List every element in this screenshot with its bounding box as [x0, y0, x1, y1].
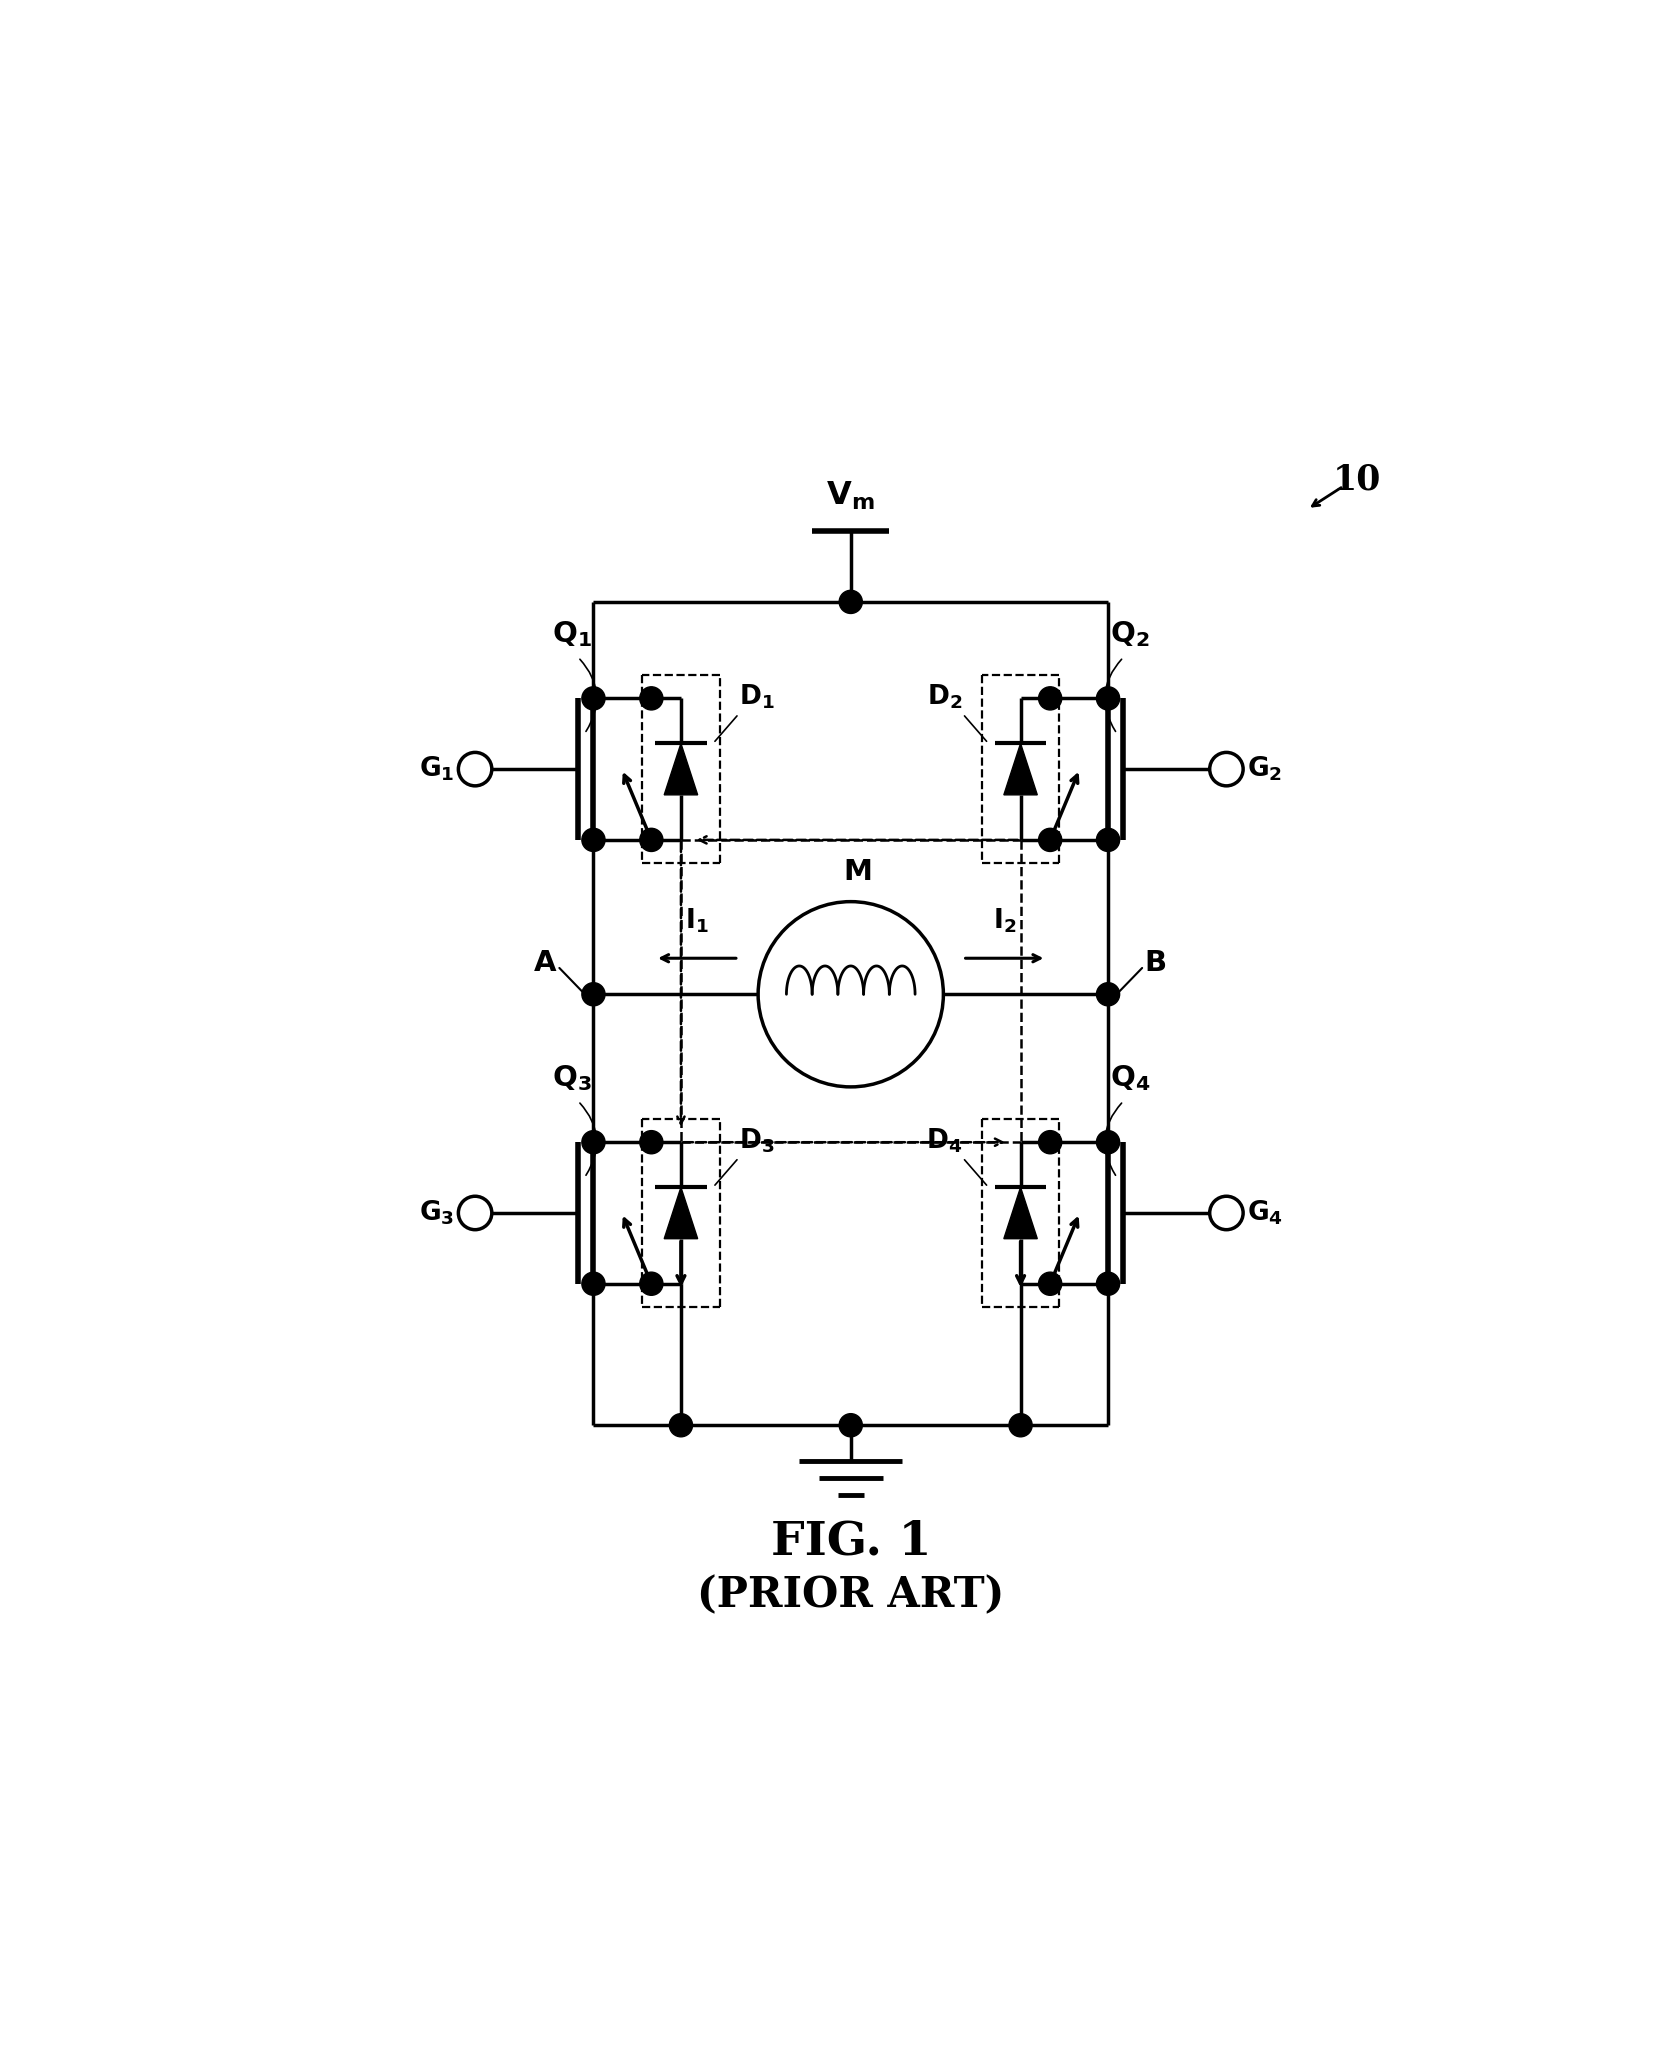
Circle shape — [759, 901, 943, 1087]
Polygon shape — [664, 743, 697, 794]
Text: $\mathbf{Q_3}$: $\mathbf{Q_3}$ — [551, 1064, 591, 1093]
Circle shape — [583, 827, 604, 852]
Circle shape — [840, 591, 862, 613]
Circle shape — [1210, 1196, 1243, 1231]
Text: $\mathbf{A}$: $\mathbf{A}$ — [533, 947, 558, 978]
Circle shape — [1039, 687, 1062, 710]
Text: $\mathbf{D_3}$: $\mathbf{D_3}$ — [739, 1126, 774, 1155]
Circle shape — [1210, 753, 1243, 786]
Polygon shape — [664, 1187, 697, 1239]
Text: $\mathbf{D_1}$: $\mathbf{D_1}$ — [739, 683, 775, 712]
Text: $\mathbf{V_m}$: $\mathbf{V_m}$ — [827, 480, 875, 512]
Text: $\mathbf{G_3}$: $\mathbf{G_3}$ — [420, 1198, 455, 1227]
Text: $\mathbf{B}$: $\mathbf{B}$ — [1144, 947, 1167, 978]
Circle shape — [1097, 1130, 1119, 1155]
Text: 10: 10 — [1333, 463, 1381, 496]
Text: $\mathbf{Q_2}$: $\mathbf{Q_2}$ — [1111, 619, 1150, 650]
Circle shape — [1097, 827, 1119, 852]
Circle shape — [583, 1130, 604, 1155]
Circle shape — [1097, 1272, 1119, 1294]
Circle shape — [669, 1414, 692, 1436]
Text: $\mathbf{Q_1}$: $\mathbf{Q_1}$ — [551, 619, 591, 650]
Text: $\mathbf{D_4}$: $\mathbf{D_4}$ — [926, 1126, 963, 1155]
Circle shape — [840, 1414, 862, 1436]
Circle shape — [583, 982, 604, 1006]
Text: $\mathbf{D_2}$: $\mathbf{D_2}$ — [928, 683, 963, 712]
Circle shape — [1097, 687, 1119, 710]
Text: $\mathbf{G_2}$: $\mathbf{G_2}$ — [1247, 755, 1282, 784]
Circle shape — [1009, 1414, 1033, 1436]
Text: $\mathbf{I_1}$: $\mathbf{I_1}$ — [686, 908, 709, 934]
Text: $\mathbf{G_4}$: $\mathbf{G_4}$ — [1247, 1198, 1283, 1227]
Circle shape — [1039, 1130, 1062, 1155]
Text: $\mathbf{Q_4}$: $\mathbf{Q_4}$ — [1111, 1064, 1150, 1093]
Text: $\mathbf{I_2}$: $\mathbf{I_2}$ — [993, 908, 1016, 934]
Circle shape — [583, 687, 604, 710]
Circle shape — [583, 1272, 604, 1294]
Text: $\mathbf{G_1}$: $\mathbf{G_1}$ — [418, 755, 455, 784]
Circle shape — [639, 1272, 662, 1294]
Circle shape — [639, 687, 662, 710]
Circle shape — [458, 1196, 491, 1231]
Circle shape — [1039, 1272, 1062, 1294]
Polygon shape — [1004, 1187, 1038, 1239]
Circle shape — [458, 753, 491, 786]
Circle shape — [1097, 982, 1119, 1006]
Text: FIG. 1: FIG. 1 — [770, 1519, 931, 1564]
Text: (PRIOR ART): (PRIOR ART) — [697, 1574, 1004, 1616]
Circle shape — [639, 827, 662, 852]
Text: $\mathbf{M}$: $\mathbf{M}$ — [843, 858, 872, 887]
Circle shape — [1039, 827, 1062, 852]
Circle shape — [639, 1130, 662, 1155]
Polygon shape — [1004, 743, 1038, 794]
